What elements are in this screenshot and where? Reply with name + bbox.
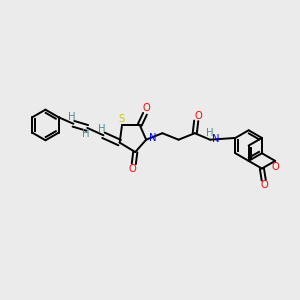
Text: S: S xyxy=(118,114,124,124)
Text: O: O xyxy=(128,164,136,174)
Text: H: H xyxy=(98,124,106,134)
Text: O: O xyxy=(142,103,150,113)
Text: N: N xyxy=(212,134,220,143)
Text: H: H xyxy=(68,112,76,122)
Text: O: O xyxy=(195,111,203,122)
Text: N: N xyxy=(149,133,156,143)
Text: O: O xyxy=(272,162,280,172)
Text: O: O xyxy=(261,180,268,190)
Text: H: H xyxy=(82,129,90,140)
Text: H: H xyxy=(206,128,213,138)
